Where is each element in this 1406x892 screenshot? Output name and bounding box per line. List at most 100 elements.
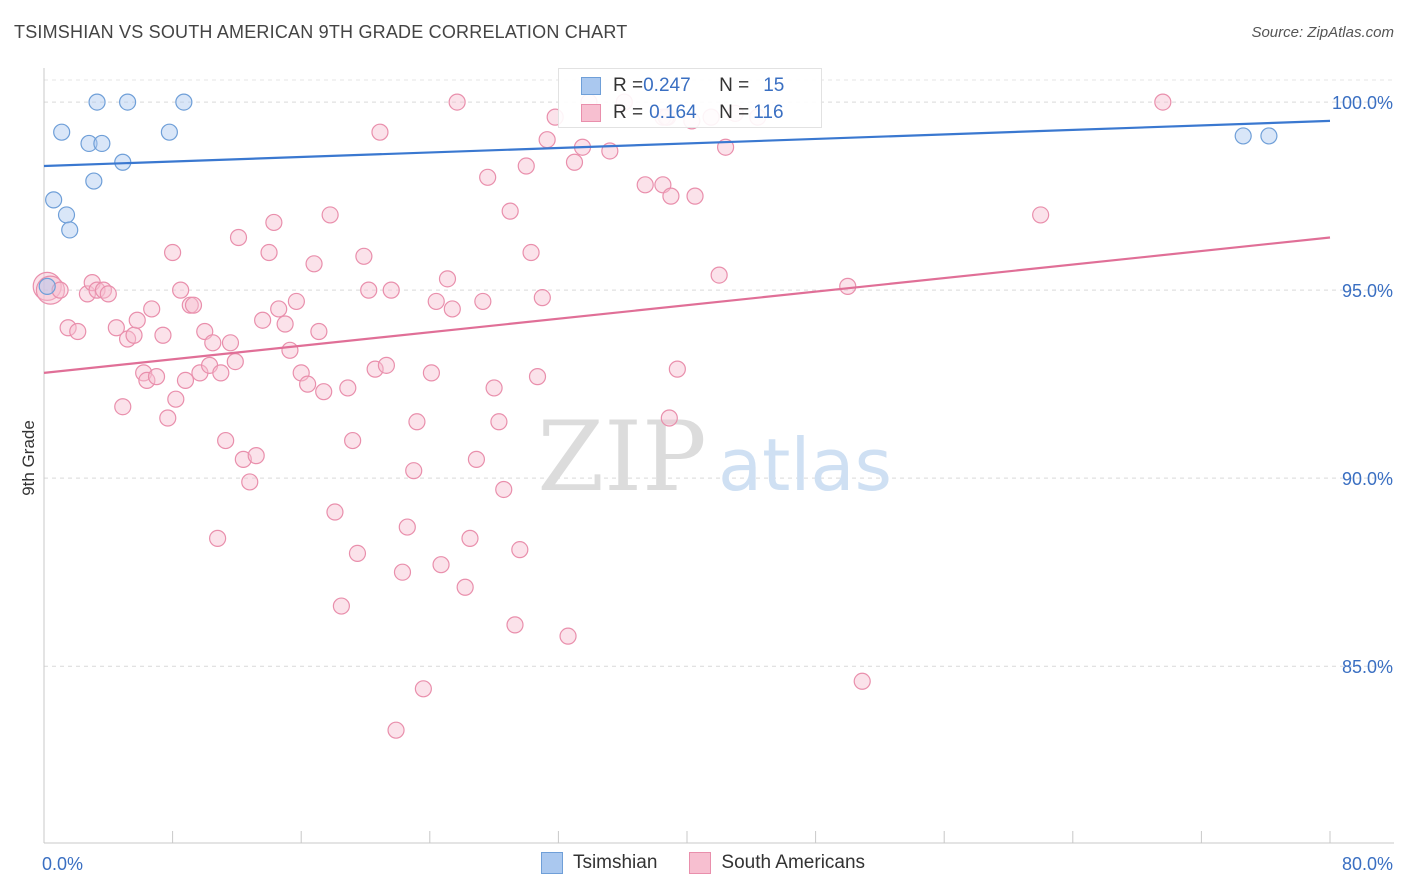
south-american-point bbox=[405, 462, 423, 480]
south-american-point bbox=[438, 270, 457, 288]
south-american-point bbox=[226, 352, 244, 371]
legend-n-label: N = bbox=[719, 102, 750, 123]
legend-row-south-americans: R = 0.164 N = 116 bbox=[581, 100, 784, 126]
series-label-south-americans: South Americans bbox=[721, 852, 866, 873]
south-american-point bbox=[660, 409, 678, 427]
y-axis-label: 9th Grade bbox=[19, 420, 38, 496]
series-swatch-south-americans bbox=[689, 852, 712, 874]
tsimshian-point bbox=[160, 123, 178, 141]
south-american-point bbox=[212, 364, 230, 382]
south-american-point bbox=[366, 360, 384, 378]
series-legend-south-americans[interactable]: South Americans bbox=[689, 852, 865, 874]
y-tick-label: 100.0% bbox=[1332, 93, 1393, 113]
south-american-point bbox=[128, 311, 146, 329]
south-american-point bbox=[88, 281, 106, 299]
tsimshian-point bbox=[1260, 127, 1278, 145]
y-tick-label: 90.0% bbox=[1342, 469, 1393, 489]
south-american-point bbox=[461, 529, 479, 547]
south-american-point bbox=[387, 721, 405, 739]
south-american-point bbox=[59, 319, 77, 337]
south-american-point bbox=[839, 277, 857, 295]
legend-n-value: 15 bbox=[763, 75, 785, 96]
south-american-point bbox=[495, 480, 513, 499]
south-american-point bbox=[114, 398, 132, 416]
tsimshian-point bbox=[93, 134, 111, 153]
legend-r-label: R = bbox=[613, 102, 644, 123]
legend-swatch-south-americans bbox=[581, 104, 601, 122]
south-american-point bbox=[853, 672, 871, 690]
south-american-point bbox=[281, 341, 299, 359]
south-american-point bbox=[315, 383, 333, 401]
south-american-point bbox=[467, 450, 486, 468]
south-american-point bbox=[125, 326, 143, 344]
axes-layer bbox=[43, 68, 1394, 844]
south-american-point bbox=[348, 544, 367, 563]
south-american-point bbox=[69, 322, 87, 341]
tsimshian-point bbox=[1234, 127, 1252, 145]
y-tick-label: 95.0% bbox=[1342, 281, 1393, 301]
south-american-point bbox=[432, 556, 450, 574]
grid-layer bbox=[44, 79, 1394, 667]
south-american-point bbox=[522, 243, 540, 262]
series-label-tsimshian: Tsimshian bbox=[572, 852, 658, 873]
south-american-point bbox=[260, 243, 278, 262]
south-american-point bbox=[1032, 206, 1050, 224]
legend-r-value: 0.164 bbox=[649, 102, 697, 123]
south-american-point bbox=[217, 431, 235, 450]
south-american-point bbox=[668, 360, 686, 378]
south-american-point bbox=[501, 202, 519, 220]
south-american-point bbox=[172, 281, 190, 299]
legend-swatch-tsimshian bbox=[581, 77, 601, 95]
south-american-point bbox=[474, 292, 492, 311]
south-american-point bbox=[99, 285, 117, 303]
tsimshian-point bbox=[118, 93, 137, 111]
south-american-point bbox=[538, 131, 556, 149]
watermark-zip: ZIP bbox=[537, 401, 706, 513]
south-american-point bbox=[305, 255, 323, 273]
points-layer bbox=[32, 93, 1278, 739]
south-american-point bbox=[326, 503, 344, 521]
south-american-point bbox=[176, 371, 195, 389]
south-american-point bbox=[565, 153, 584, 171]
tsimshian-point bbox=[175, 93, 193, 111]
south-american-point bbox=[167, 390, 185, 408]
south-american-point bbox=[332, 597, 350, 615]
tsimshian-point bbox=[57, 206, 76, 224]
south-american-point bbox=[164, 243, 182, 262]
south-american-point bbox=[636, 176, 654, 194]
chart-title: TSIMSHIAN VS SOUTH AMERICAN 9TH GRADE CO… bbox=[14, 22, 628, 42]
x-tick-label: 80.0% bbox=[1342, 854, 1393, 874]
south-american-point bbox=[78, 285, 97, 303]
south-american-point bbox=[159, 409, 177, 427]
legend-row-tsimshian: R = 0.247 N = 15 bbox=[581, 73, 784, 99]
south-american-point bbox=[241, 473, 259, 491]
series-swatch-tsimshian bbox=[540, 852, 563, 874]
south-american-point bbox=[414, 680, 432, 698]
south-american-point bbox=[517, 157, 535, 175]
south-american-point bbox=[686, 187, 704, 205]
south-american-point bbox=[456, 578, 474, 596]
south-american-point bbox=[321, 206, 339, 224]
south-american-point bbox=[287, 292, 305, 311]
south-american-point bbox=[344, 431, 362, 450]
south-american-point bbox=[247, 447, 265, 465]
south-american-point bbox=[371, 123, 389, 141]
south-american-point bbox=[479, 168, 497, 186]
south-american-point bbox=[107, 319, 125, 337]
south-american-point bbox=[229, 228, 248, 247]
tsimshian-point bbox=[85, 172, 103, 190]
south-american-point bbox=[299, 375, 317, 393]
south-american-trendline bbox=[43, 236, 1331, 374]
south-american-point bbox=[1154, 93, 1172, 111]
south-american-point bbox=[276, 315, 294, 333]
south-american-point bbox=[559, 627, 577, 645]
south-american-point bbox=[32, 271, 62, 301]
south-american-point bbox=[209, 529, 227, 547]
south-american-point bbox=[393, 563, 412, 581]
legend-r-value: 0.247 bbox=[643, 75, 691, 96]
legend-r-label: R = bbox=[613, 75, 644, 96]
labels-layer: 100.0% 95.0% 90.0% 85.0% 0.0% 80.0% 9th Grade bbox=[19, 93, 1393, 874]
series-legend-tsimshian[interactable]: Tsimshian bbox=[540, 852, 658, 874]
south-american-point bbox=[147, 368, 166, 386]
